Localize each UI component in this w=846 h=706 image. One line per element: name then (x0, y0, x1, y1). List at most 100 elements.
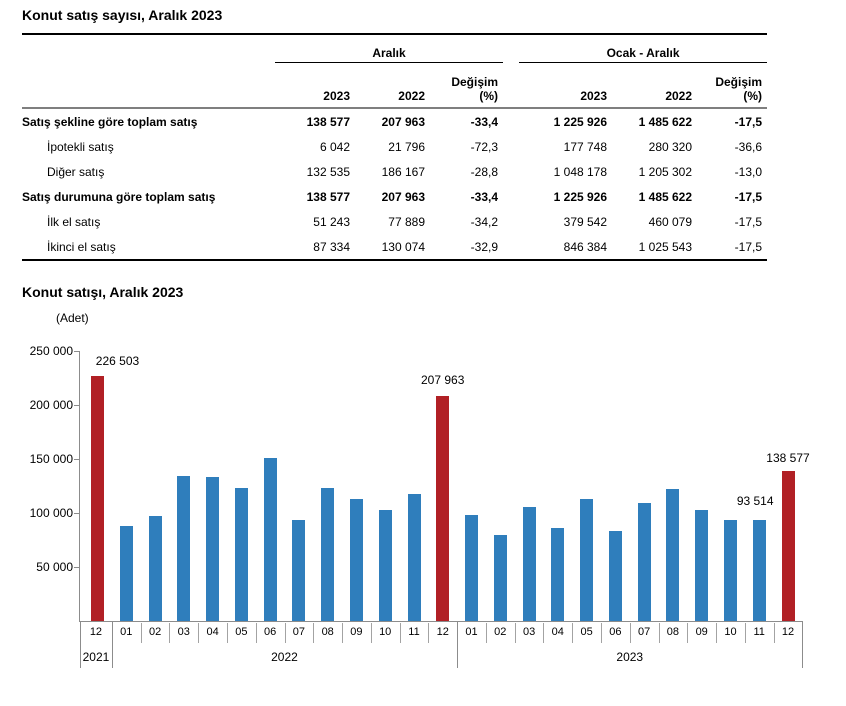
gap-cell (503, 234, 519, 260)
col-header-dec-2022: 2022 (350, 62, 425, 109)
month-label: 06 (609, 626, 622, 638)
bar-2022-09 (349, 499, 363, 621)
year-divider (802, 622, 804, 668)
change-label-line2: (%) (479, 89, 499, 103)
month-divider (514, 623, 516, 643)
group-header-december: Aralık (275, 34, 504, 63)
y-tick-label: 150 000 (29, 452, 73, 466)
bar-2023-12 (781, 471, 795, 621)
y-tick-mark (74, 459, 79, 460)
table-column-header-row: 2023 2022 Değişim (%) 2023 2022 Değişim … (22, 62, 768, 109)
row-label: İpotekli satış (47, 139, 114, 154)
cell-dec-2022: 77 889 (388, 214, 425, 229)
gap-cell (503, 62, 520, 109)
cell-dec-2022: 186 167 (381, 164, 425, 179)
table-row: Diğer satış 132 535 186 167 -28,8 1 048 … (22, 159, 767, 184)
table-title: Konut satış sayısı, Aralık 2023 (22, 7, 223, 23)
month-divider (543, 623, 545, 643)
month-divider (370, 623, 372, 643)
y-tick-label: 50 000 (36, 560, 73, 574)
month-label: 01 (465, 626, 478, 638)
bar-value-label: 138 577 (766, 451, 810, 466)
cell-ytd-2022: 460 079 (648, 214, 693, 229)
month-label: 10 (724, 626, 737, 638)
cell-ytd-2022: 1 205 302 (638, 164, 693, 179)
bar-2023-01 (465, 515, 478, 621)
bar-2023-10 (723, 520, 737, 621)
month-label: 01 (120, 626, 133, 638)
month-label: 12 (781, 626, 795, 638)
cell-dec-2022: 130 074 (381, 239, 425, 254)
row-label: Satış durumuna göre toplam satış (22, 189, 216, 204)
bar-2023-09 (695, 510, 709, 621)
row-label: İkinci el satış (47, 239, 116, 254)
month-divider (227, 623, 228, 643)
cell-ytd-2023: 1 048 178 (553, 164, 608, 179)
month-label: 12 (89, 626, 103, 638)
empty-cell (22, 34, 275, 63)
bar-2022-01 (119, 526, 133, 621)
bar-value-label: 207 963 (420, 373, 465, 388)
gap-cell (503, 134, 519, 159)
bar-2023-05 (580, 499, 594, 621)
y-tick-label: 200 000 (29, 398, 73, 412)
gap-cell (503, 184, 519, 209)
month-divider (198, 623, 200, 643)
col-header-ytd-2023: 2023 (519, 62, 608, 109)
cell-ytd-change: -36,6 (734, 139, 763, 154)
bar-2023-06 (608, 531, 622, 621)
table-row: Satış durumuna göre toplam satış 138 577… (22, 184, 767, 209)
month-divider (284, 623, 286, 643)
cell-ytd-2023: 846 384 (563, 239, 608, 254)
year-label: 2023 (616, 650, 644, 664)
month-label: 08 (321, 626, 334, 638)
change-label-line1: Değişim (715, 75, 763, 89)
table-row: Satış şekline göre toplam satış 138 577 … (22, 108, 767, 134)
bar-2023-02 (493, 535, 507, 621)
month-divider (140, 623, 142, 643)
bar-2022-03 (177, 476, 191, 621)
cell-dec-2023: 138 577 (306, 114, 350, 129)
x-axis-line (79, 621, 804, 622)
cell-ytd-2022: 1 025 543 (638, 239, 693, 254)
bar-2022-10 (378, 510, 392, 621)
gap-cell (503, 159, 519, 184)
chart-title: Konut satışı, Aralık 2023 (22, 284, 184, 300)
y-tick-mark (74, 405, 79, 406)
month-divider (658, 623, 660, 643)
col-header-dec-2023: 2023 (275, 62, 350, 109)
col-header-ytd-change: Değişim (%) (692, 62, 768, 109)
bar-2023-03 (522, 507, 536, 621)
housing-sales-bar-chart: Konut satışı, Aralık 2023 (Adet) 250 000… (0, 280, 846, 706)
table-row: İlk el satış 51 243 77 889 -34,2 379 542… (22, 209, 767, 234)
month-divider (313, 623, 315, 643)
empty-cell (22, 62, 275, 109)
month-label: 08 (666, 626, 680, 638)
month-label: 06 (263, 626, 277, 638)
bar-2022-04 (206, 477, 220, 621)
cell-dec-change: -72,3 (470, 139, 499, 154)
row-label: Diğer satış (47, 164, 105, 179)
month-divider (629, 623, 631, 643)
housing-sales-table: Aralık Ocak - Aralık 2023 2022 Değişim (… (22, 33, 768, 261)
cell-ytd-2023: 1 225 926 (553, 114, 608, 129)
change-label-line2: (%) (743, 89, 763, 103)
month-label: 02 (148, 626, 162, 638)
bar-2021-12 (91, 376, 104, 621)
month-label: 07 (637, 626, 651, 638)
year-label: 2021 (82, 650, 110, 664)
cell-ytd-2022: 1 485 622 (638, 114, 693, 129)
y-tick-mark (74, 513, 79, 514)
month-divider (399, 623, 401, 643)
bar-2022-02 (148, 516, 162, 621)
y-axis-line (79, 351, 80, 621)
table-group-header-row: Aralık Ocak - Aralık (22, 34, 768, 63)
bar-2023-04 (551, 528, 565, 621)
month-label: 05 (580, 626, 593, 638)
bar-2022-08 (321, 488, 335, 621)
change-label-line1: Değişim (451, 75, 499, 89)
month-divider (773, 623, 775, 643)
month-label: 03 (522, 626, 536, 638)
cell-ytd-change: -13,0 (734, 164, 763, 179)
